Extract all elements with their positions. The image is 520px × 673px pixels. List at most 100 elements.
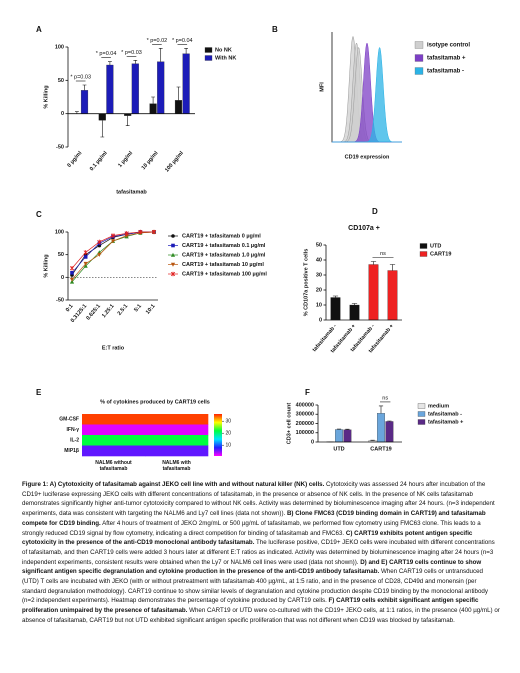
column-label: NALM6 with tafasitamab <box>162 460 191 472</box>
error-bar <box>370 261 377 265</box>
annotation: * p=0.03 <box>70 74 91 80</box>
heatmap-cell <box>145 414 209 425</box>
legend-swatch <box>419 251 428 257</box>
heatmap-cell <box>82 424 146 436</box>
legend-label: medium <box>428 403 449 409</box>
bar <box>335 429 343 443</box>
caption-bold: F) CART19 cells exhibit significant anti… <box>22 597 479 615</box>
y-tick-label: 0 <box>311 439 314 445</box>
heatmap-cell <box>145 424 209 436</box>
legend-label: No NK <box>215 47 232 53</box>
error-bar <box>100 120 105 138</box>
legend-label: CART19 + tafasitamab 0.1 µg/ml <box>182 243 266 249</box>
bar <box>106 64 114 114</box>
error-bar <box>158 48 163 62</box>
y-tick-label: 50 <box>58 252 64 258</box>
caption-text: When CART19 cells or untransduced (UTD) … <box>22 568 488 605</box>
x-axis-label: E:T ratio <box>102 345 125 351</box>
bar <box>182 53 190 114</box>
bar <box>343 429 352 443</box>
bar <box>131 63 139 114</box>
chart-title: % of cytokines produced by CART19 cells <box>100 399 210 405</box>
marker <box>83 261 88 266</box>
marker <box>110 239 116 244</box>
annotation: ns <box>382 395 388 401</box>
y-tick-label: 100000 <box>296 430 314 436</box>
legend-swatch <box>204 47 213 53</box>
y-tick-label: 0 <box>61 275 64 281</box>
legend-label: With NK <box>215 55 236 61</box>
legend-marker <box>171 234 175 238</box>
annotation: * p=0.02 <box>147 38 168 44</box>
marker <box>151 229 157 235</box>
marker <box>138 229 143 235</box>
y-tick-label: 100 <box>55 44 64 50</box>
legend-swatch <box>204 55 213 61</box>
legend-swatch <box>417 403 426 409</box>
caption-bold: D) and E) CART19 cells continue to show … <box>22 558 482 576</box>
x-tick-label: 10 µg/ml <box>141 150 160 171</box>
legend-label: CART19 + tafasitamab 1.0 µg/ml <box>182 252 266 258</box>
legend-marker <box>170 271 176 277</box>
caption-bold: B) Clone FMC63 (CD19 binding domain in C… <box>22 510 486 527</box>
x-tick-label: UTD <box>333 446 344 452</box>
caption-bold: Figure 1: A) Cytotoxicity of tafasitamab… <box>22 481 325 488</box>
y-tick-label: 30 <box>316 272 322 278</box>
legend-label: CART19 <box>430 251 451 257</box>
bar <box>157 61 165 114</box>
legend-label: tafasitamab - <box>427 69 464 75</box>
y-axis-label: MFI <box>319 82 325 92</box>
error-bar <box>133 60 138 64</box>
marker <box>124 231 129 236</box>
colorbar-label: 10 <box>226 443 232 449</box>
marker <box>70 271 74 275</box>
y-tick-label: 20 <box>316 287 322 293</box>
error-bar <box>176 86 181 101</box>
x-tick-label: 2.5:1 <box>117 303 130 316</box>
legend-swatch <box>414 54 424 62</box>
bar <box>377 413 385 443</box>
chart-title: CD107a + <box>348 225 380 232</box>
marker <box>97 252 102 257</box>
legend-marker <box>171 243 175 248</box>
legend-marker <box>170 262 176 267</box>
legend-swatch <box>419 243 428 249</box>
caption-text: The luciferase positive, CD19+ JEKO cell… <box>22 539 495 566</box>
y-tick-label: 100 <box>55 229 64 235</box>
y-axis-label: CD3+ cell count <box>286 403 292 445</box>
caption-bold: C) CART19 exhibits potent antigen specif… <box>22 529 473 547</box>
legend-label: CART19 + tafasitamab 10 µg/ml <box>182 262 264 268</box>
colorbar-label: 30 <box>226 419 232 425</box>
colorbar <box>214 414 222 456</box>
panel-label: F <box>305 388 310 397</box>
bar <box>387 270 398 321</box>
x-tick-label: 100 µg/ml <box>164 150 185 174</box>
error-bar <box>82 84 87 91</box>
row-label: MIP1β <box>64 448 79 454</box>
bar <box>349 304 360 321</box>
legend-label: tafasitamab - <box>428 411 462 417</box>
y-tick-label: 0 <box>319 317 322 323</box>
y-tick-label: 200000 <box>296 421 314 427</box>
row-label: GM-CSF <box>59 417 79 423</box>
heatmap-cell <box>145 435 209 446</box>
legend-label: tafasitamab + <box>428 419 463 425</box>
row-label: IL-2 <box>70 438 79 444</box>
bar <box>368 264 379 321</box>
error-bar <box>108 61 112 65</box>
colorbar-label: 20 <box>226 431 232 437</box>
x-axis-label: tafasitamab <box>116 189 147 195</box>
error-bar <box>345 428 350 430</box>
panel-label: D <box>372 207 378 216</box>
y-tick-label: 300000 <box>296 412 314 418</box>
marker <box>83 250 88 255</box>
bar <box>98 113 106 121</box>
heatmap-cell <box>145 445 209 457</box>
legend-label: tafasitamab + <box>427 56 466 62</box>
annotation: ns <box>380 251 386 257</box>
error-bar <box>184 48 189 54</box>
y-tick-label: 40 <box>316 257 322 263</box>
y-tick-label: -50 <box>56 144 64 150</box>
marker <box>69 277 75 282</box>
